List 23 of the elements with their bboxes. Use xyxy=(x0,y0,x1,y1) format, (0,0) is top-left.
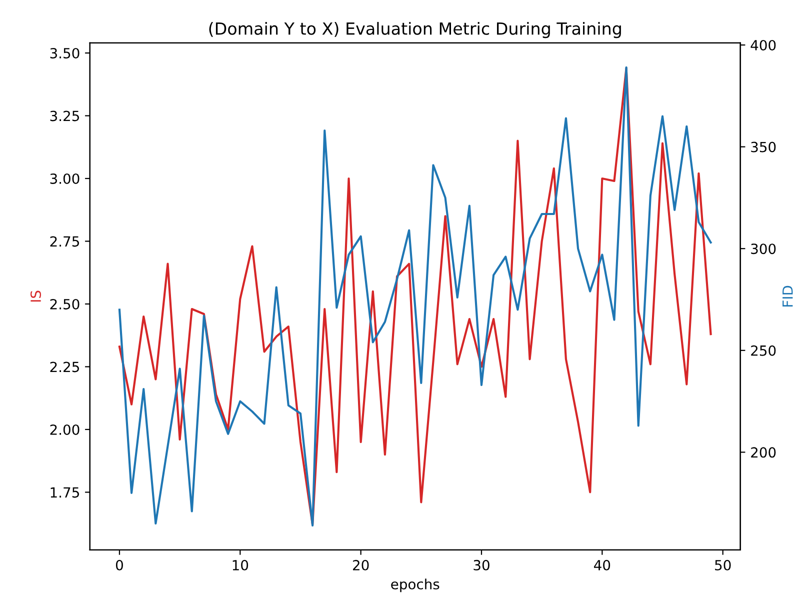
y2-tick-label: 350 xyxy=(751,142,776,152)
y-tick-label: 1.75 xyxy=(50,487,79,498)
x-tick-label: 30 xyxy=(474,560,490,570)
y2-tick-label: 200 xyxy=(751,447,776,458)
chart-title: (Domain Y to X) Evaluation Metric During Training xyxy=(209,22,621,38)
x-tick-label: 40 xyxy=(594,560,610,570)
x-axis-title: epochs xyxy=(391,578,440,592)
x-tick-label: 10 xyxy=(232,560,248,570)
x-tick-label: 0 xyxy=(116,560,123,570)
y-tick-label: 3.50 xyxy=(50,48,80,58)
y2-axis-title: FID xyxy=(782,286,793,306)
y2-tick-label: 250 xyxy=(751,345,776,356)
y-tick-label: 2.75 xyxy=(50,236,79,247)
y-tick-label: 3.25 xyxy=(50,110,79,122)
y2-tick-label: 400 xyxy=(750,40,776,50)
y-tick-label: 2.00 xyxy=(50,424,80,435)
y2-tick-label: 300 xyxy=(751,244,776,254)
x-tick-label: 20 xyxy=(353,560,369,570)
y-tick-label: 2.50 xyxy=(50,298,80,310)
y-tick-label: 3.00 xyxy=(50,173,80,184)
y-axis-title: IS xyxy=(30,290,42,302)
y-tick-label: 2.25 xyxy=(50,362,79,372)
x-tick-label: 50 xyxy=(715,560,731,570)
